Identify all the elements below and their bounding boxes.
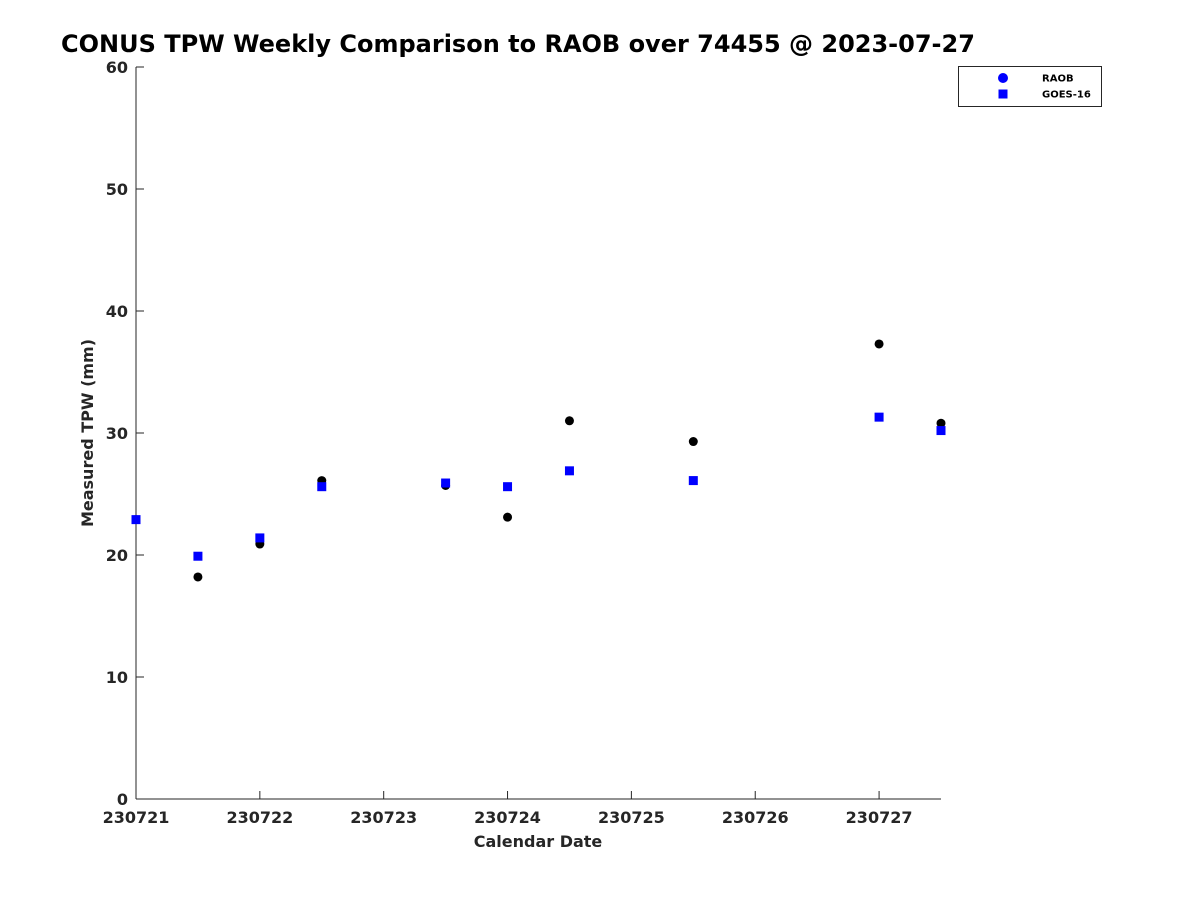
legend-marker-goes16	[998, 89, 1008, 99]
data-point-raob	[688, 437, 698, 447]
data-point-goes16	[564, 466, 574, 476]
data-point-goes16	[255, 533, 265, 543]
legend-label-raob: RAOB	[1042, 74, 1074, 85]
x-tick-label: 230723	[350, 808, 417, 827]
data-point-goes16	[936, 426, 946, 436]
data-point-raob	[503, 512, 513, 522]
legend-marker-raob	[998, 73, 1008, 83]
y-tick-label: 20	[106, 546, 128, 565]
data-point-raob	[936, 418, 946, 428]
data-marks	[131, 339, 946, 582]
data-point-goes16	[131, 515, 141, 525]
legend-label-goes16: GOES-16	[1042, 90, 1091, 101]
x-tick-label: 230725	[598, 808, 665, 827]
data-point-goes16	[193, 551, 203, 561]
x-tick-label: 230724	[474, 808, 541, 827]
y-tick-label: 10	[106, 668, 128, 687]
y-tick-label: 50	[106, 180, 128, 199]
y-tick-label: 0	[117, 790, 128, 809]
y-axis-label: Measured TPW (mm)	[78, 339, 97, 527]
data-point-raob	[874, 339, 884, 349]
chart-title: CONUS TPW Weekly Comparison to RAOB over…	[61, 30, 975, 58]
legend-box	[958, 66, 1102, 107]
data-point-goes16	[441, 478, 451, 488]
x-tick-label: 230722	[226, 808, 293, 827]
x-tick-label: 230727	[846, 808, 913, 827]
y-tick-label: 40	[106, 302, 128, 321]
data-point-raob	[564, 416, 574, 426]
data-point-goes16	[503, 482, 513, 492]
legend: RAOB GOES-16	[958, 66, 1102, 107]
data-point-raob	[193, 572, 203, 582]
data-point-goes16	[688, 476, 698, 486]
data-point-goes16	[317, 482, 327, 492]
x-tick-label: 230726	[722, 808, 789, 827]
y-tick-label: 30	[106, 424, 128, 443]
axes: 0 10 20 30 40 50 60 230721 230722 230723 230724 230…	[103, 58, 941, 827]
x-tick-label: 230721	[103, 808, 170, 827]
data-point-goes16	[874, 412, 884, 422]
y-tick-label: 60	[106, 58, 128, 77]
x-axis-label: Calendar Date	[474, 832, 603, 851]
